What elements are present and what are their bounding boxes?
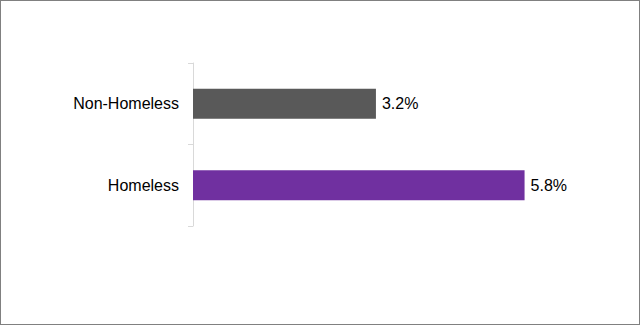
svg-text:3.2%: 3.2% [382,95,418,112]
svg-text:Homeless: Homeless [108,177,179,194]
svg-text:Non-Homeless: Non-Homeless [73,95,179,112]
svg-text:5.8%: 5.8% [531,177,567,194]
